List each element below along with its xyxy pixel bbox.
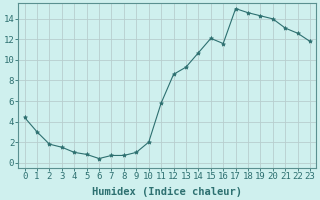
X-axis label: Humidex (Indice chaleur): Humidex (Indice chaleur) <box>92 186 242 197</box>
